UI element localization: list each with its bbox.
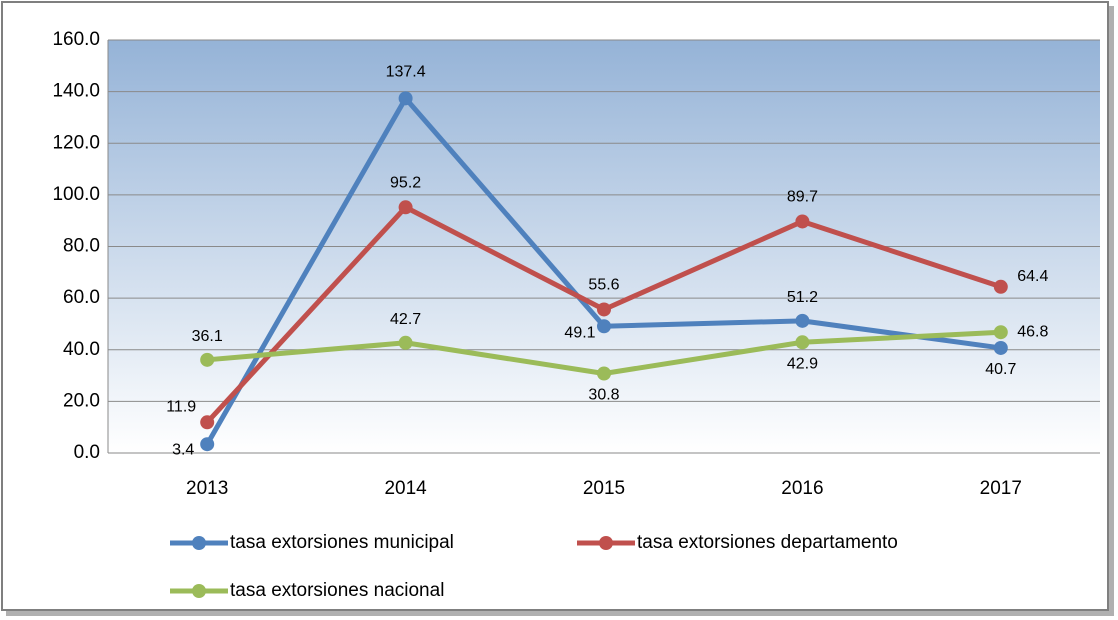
legend-marker bbox=[192, 584, 206, 598]
data-label: 137.4 bbox=[386, 64, 426, 81]
data-label: 11.9 bbox=[166, 399, 196, 416]
y-tick-label: 40.0 bbox=[63, 339, 100, 360]
legend-label: tasa extorsiones nacional bbox=[230, 580, 444, 601]
point bbox=[597, 302, 611, 317]
data-label: 40.7 bbox=[985, 361, 1016, 378]
y-tick-label: 60.0 bbox=[63, 287, 100, 308]
point bbox=[200, 352, 215, 367]
point bbox=[398, 335, 413, 350]
y-tick-label: 140.0 bbox=[52, 81, 100, 102]
data-label: 89.7 bbox=[787, 189, 818, 206]
data-label: 3.4 bbox=[172, 441, 194, 458]
data-label: 42.9 bbox=[787, 355, 818, 372]
legend-marker bbox=[599, 536, 613, 550]
x-tick-label: 2016 bbox=[781, 478, 823, 499]
point bbox=[200, 437, 215, 452]
data-label: 64.4 bbox=[1017, 268, 1048, 285]
x-tick-label: 2017 bbox=[980, 478, 1022, 499]
y-tick-label: 120.0 bbox=[52, 132, 100, 153]
point bbox=[993, 340, 1008, 355]
data-label: 95.2 bbox=[390, 174, 421, 191]
y-tick-label: 80.0 bbox=[63, 236, 100, 257]
point bbox=[597, 319, 611, 334]
legend-marker bbox=[192, 536, 206, 550]
data-label: 30.8 bbox=[588, 387, 619, 404]
x-tick-label: 2015 bbox=[583, 478, 625, 499]
point bbox=[795, 214, 810, 229]
data-label: 36.1 bbox=[192, 328, 223, 345]
legend-label: tasa extorsiones departamento bbox=[637, 532, 898, 553]
data-label: 46.8 bbox=[1017, 323, 1048, 340]
data-label: 55.6 bbox=[588, 277, 619, 294]
y-tick-label: 0.0 bbox=[74, 442, 100, 463]
x-tick-label: 2013 bbox=[186, 478, 228, 499]
y-tick-label: 160.0 bbox=[52, 29, 100, 50]
point bbox=[795, 313, 810, 328]
y-tick-label: 100.0 bbox=[52, 184, 100, 205]
data-label: 42.7 bbox=[390, 311, 421, 328]
point bbox=[993, 279, 1008, 294]
data-label: 51.2 bbox=[787, 289, 818, 306]
legend-label: tasa extorsiones municipal bbox=[230, 532, 454, 553]
data-label: 49.1 bbox=[564, 324, 595, 341]
point bbox=[200, 415, 215, 430]
point bbox=[398, 200, 413, 215]
y-tick-label: 20.0 bbox=[63, 390, 100, 411]
point bbox=[993, 325, 1008, 340]
point bbox=[597, 366, 611, 381]
point bbox=[795, 335, 810, 350]
x-tick-label: 2014 bbox=[384, 478, 427, 499]
point bbox=[398, 91, 413, 106]
